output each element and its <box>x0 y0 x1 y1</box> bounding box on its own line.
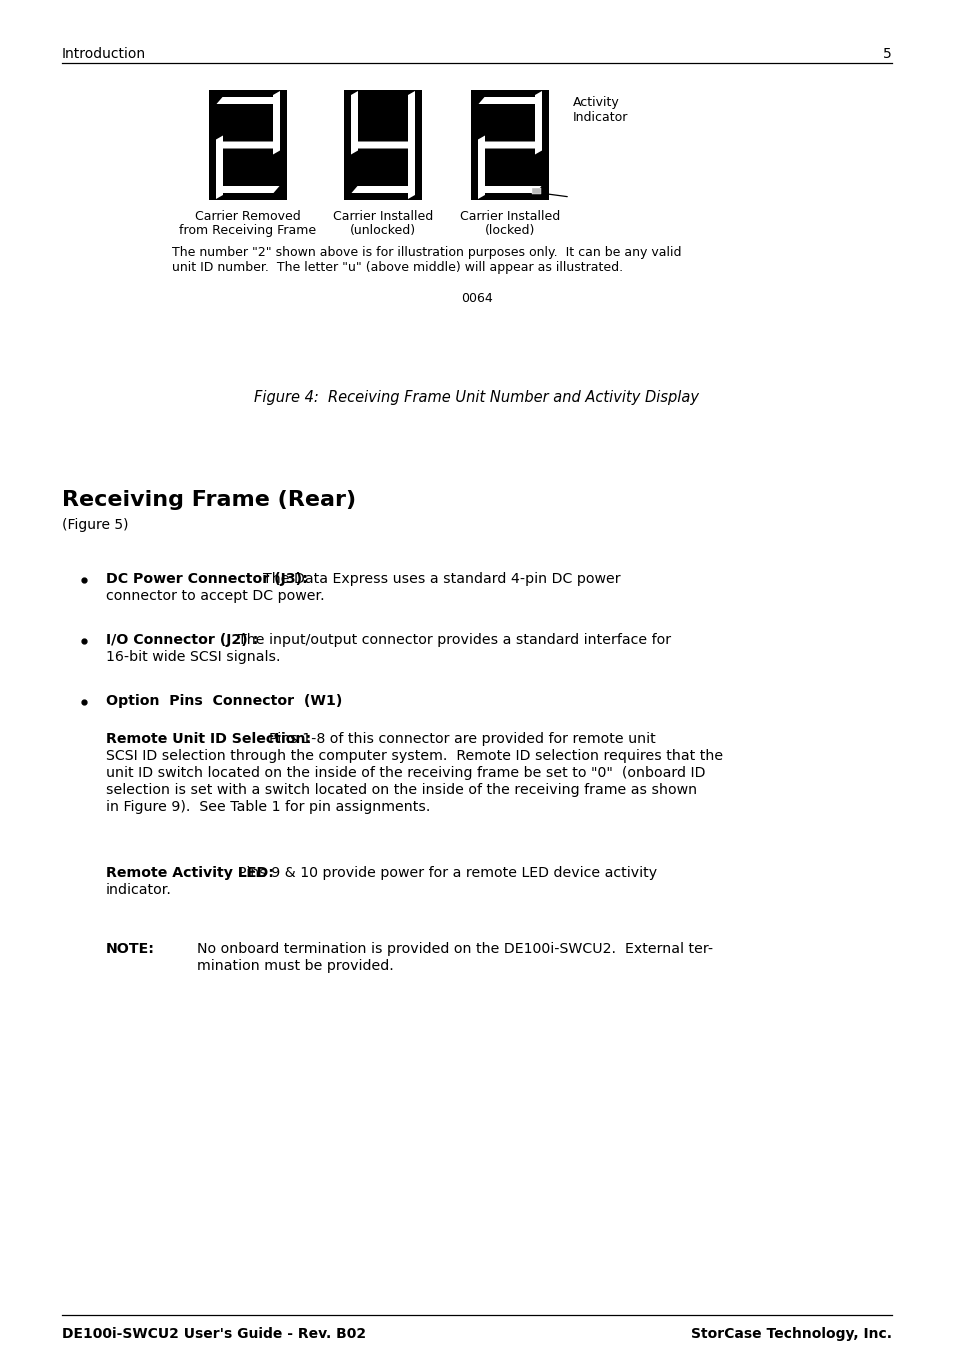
Polygon shape <box>408 90 415 155</box>
Polygon shape <box>408 136 415 199</box>
Text: (Figure 5): (Figure 5) <box>62 517 129 533</box>
Polygon shape <box>351 141 414 148</box>
Text: Option  Pins  Connector  (W1): Option Pins Connector (W1) <box>106 694 342 708</box>
Text: No onboard termination is provided on the DE100i-SWCU2.  External ter-: No onboard termination is provided on th… <box>196 942 713 956</box>
Text: from Receiving Frame: from Receiving Frame <box>179 225 316 237</box>
Text: connector to accept DC power.: connector to accept DC power. <box>106 589 324 602</box>
Text: Remote Unit ID Selection:: Remote Unit ID Selection: <box>106 732 311 746</box>
Text: (unlocked): (unlocked) <box>350 225 416 237</box>
Text: Receiving Frame (Rear): Receiving Frame (Rear) <box>62 490 355 511</box>
Polygon shape <box>216 141 279 148</box>
Text: Carrier Installed: Carrier Installed <box>333 209 433 223</box>
Text: The number "2" shown above is for illustration purposes only.  It can be any val: The number "2" shown above is for illust… <box>172 246 680 259</box>
Text: 0064: 0064 <box>460 292 493 305</box>
Polygon shape <box>478 97 541 104</box>
Polygon shape <box>478 141 541 148</box>
Polygon shape <box>273 90 280 155</box>
Text: DC Power Connector (J3):: DC Power Connector (J3): <box>106 572 308 586</box>
Text: StorCase Technology, Inc.: StorCase Technology, Inc. <box>690 1327 891 1342</box>
Text: in Figure 9).  See Table 1 for pin assignments.: in Figure 9). See Table 1 for pin assign… <box>106 799 430 815</box>
Text: unit ID switch located on the inside of the receiving frame be set to "0"  (onbo: unit ID switch located on the inside of … <box>106 767 705 780</box>
Polygon shape <box>478 186 541 193</box>
Polygon shape <box>216 97 279 104</box>
Bar <box>344 90 421 200</box>
Text: (locked): (locked) <box>484 225 535 237</box>
Polygon shape <box>216 186 279 193</box>
Bar <box>471 90 548 200</box>
Bar <box>209 90 287 200</box>
Text: Pins 1-8 of this connector are provided for remote unit: Pins 1-8 of this connector are provided … <box>260 732 656 746</box>
Polygon shape <box>351 186 414 193</box>
Text: Carrier Installed: Carrier Installed <box>459 209 559 223</box>
Polygon shape <box>535 90 541 155</box>
Text: unit ID number.  The letter "u" (above middle) will appear as illustrated.: unit ID number. The letter "u" (above mi… <box>172 261 622 274</box>
Text: Carrier Removed: Carrier Removed <box>195 209 300 223</box>
Text: Activity
Indicator: Activity Indicator <box>573 96 628 125</box>
Text: I/O Connector (J2) :: I/O Connector (J2) : <box>106 632 258 648</box>
Text: mination must be provided.: mination must be provided. <box>196 960 394 973</box>
Text: The input/output connector provides a standard interface for: The input/output connector provides a st… <box>229 632 671 648</box>
Text: DE100i-SWCU2 User's Guide - Rev. B02: DE100i-SWCU2 User's Guide - Rev. B02 <box>62 1327 366 1342</box>
Text: Introduction: Introduction <box>62 47 146 62</box>
Polygon shape <box>215 136 223 199</box>
Text: indicator.: indicator. <box>106 883 172 897</box>
Text: 16-bit wide SCSI signals.: 16-bit wide SCSI signals. <box>106 650 280 664</box>
Text: NOTE:: NOTE: <box>106 942 154 956</box>
Text: The Data Express uses a standard 4-pin DC power: The Data Express uses a standard 4-pin D… <box>253 572 620 586</box>
Text: Pins 9 & 10 provide power for a remote LED device activity: Pins 9 & 10 provide power for a remote L… <box>229 867 657 880</box>
Text: 5: 5 <box>882 47 891 62</box>
Text: Figure 4:  Receiving Frame Unit Number and Activity Display: Figure 4: Receiving Frame Unit Number an… <box>254 390 699 405</box>
Text: SCSI ID selection through the computer system.  Remote ID selection requires tha: SCSI ID selection through the computer s… <box>106 749 722 763</box>
Text: selection is set with a switch located on the inside of the receiving frame as s: selection is set with a switch located o… <box>106 783 697 797</box>
Polygon shape <box>477 136 484 199</box>
Polygon shape <box>351 90 357 155</box>
Bar <box>532 188 540 194</box>
Text: Remote Activity LED:: Remote Activity LED: <box>106 867 274 880</box>
